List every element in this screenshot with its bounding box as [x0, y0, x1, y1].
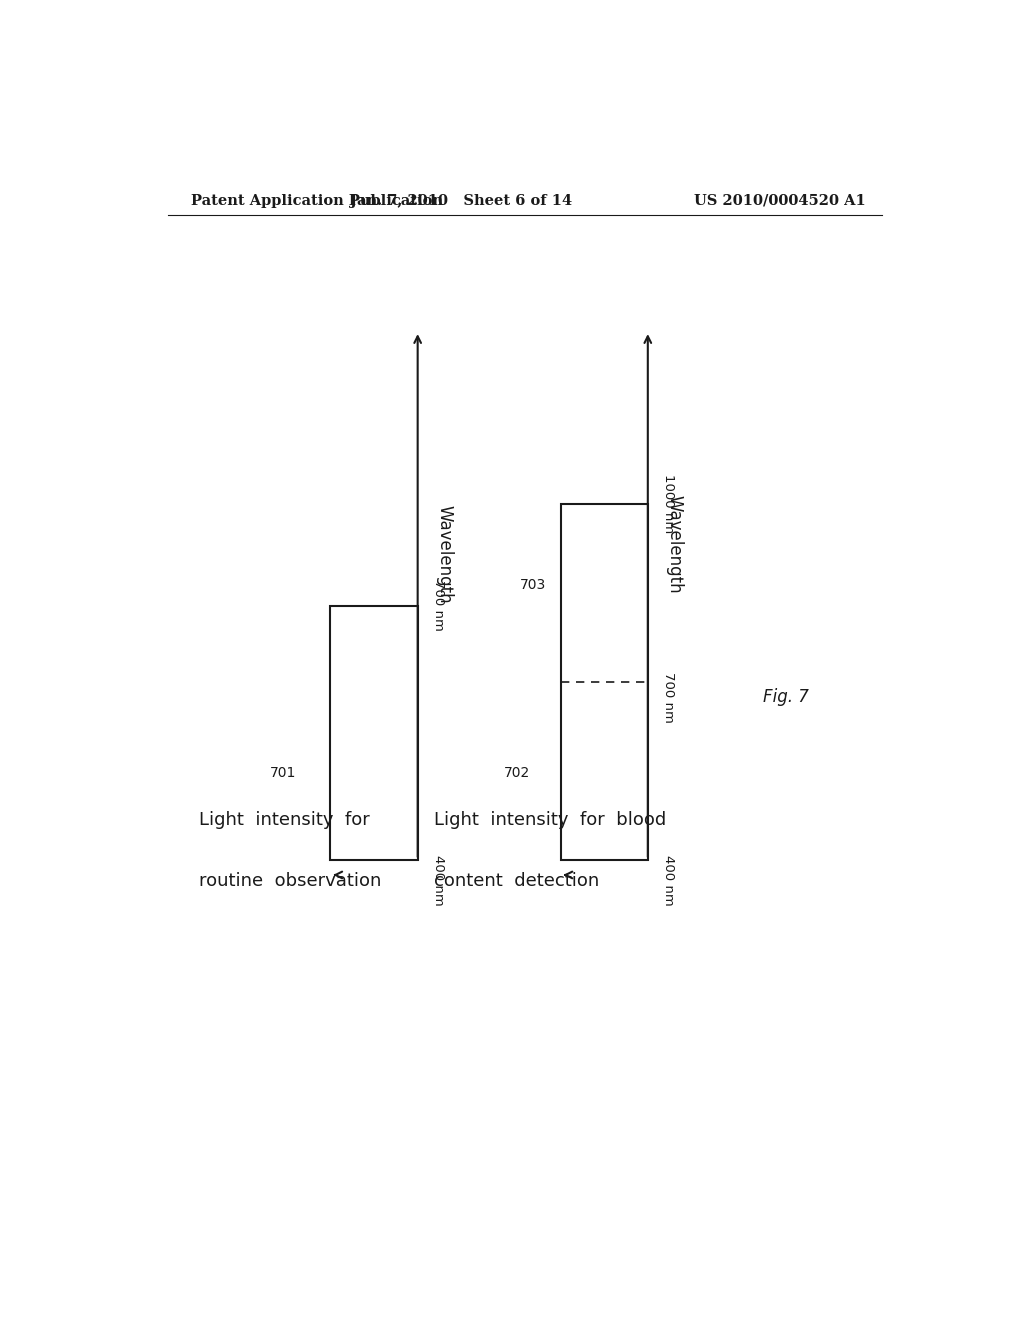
Text: 1000 nm: 1000 nm: [663, 474, 675, 533]
Text: Patent Application Publication: Patent Application Publication: [191, 194, 443, 209]
Text: 700 nm: 700 nm: [663, 672, 675, 722]
Text: US 2010/0004520 A1: US 2010/0004520 A1: [694, 194, 866, 209]
Text: 700 nm: 700 nm: [432, 581, 445, 631]
Text: 703: 703: [519, 578, 546, 593]
Text: Fig. 7: Fig. 7: [763, 688, 809, 706]
Text: Jan. 7, 2010   Sheet 6 of 14: Jan. 7, 2010 Sheet 6 of 14: [350, 194, 572, 209]
Text: 701: 701: [269, 767, 296, 780]
Text: Wavelength: Wavelength: [666, 495, 683, 594]
Text: Light  intensity  for  blood: Light intensity for blood: [433, 812, 666, 829]
Bar: [331, 606, 418, 859]
Text: routine  observation: routine observation: [200, 873, 382, 890]
Text: 400 nm: 400 nm: [663, 854, 675, 906]
Text: content  detection: content detection: [433, 873, 599, 890]
Text: Light  intensity  for: Light intensity for: [200, 812, 370, 829]
Text: Wavelength: Wavelength: [435, 506, 454, 605]
Text: 400 nm: 400 nm: [432, 854, 445, 906]
Text: 702: 702: [504, 767, 530, 780]
Bar: [560, 504, 648, 859]
